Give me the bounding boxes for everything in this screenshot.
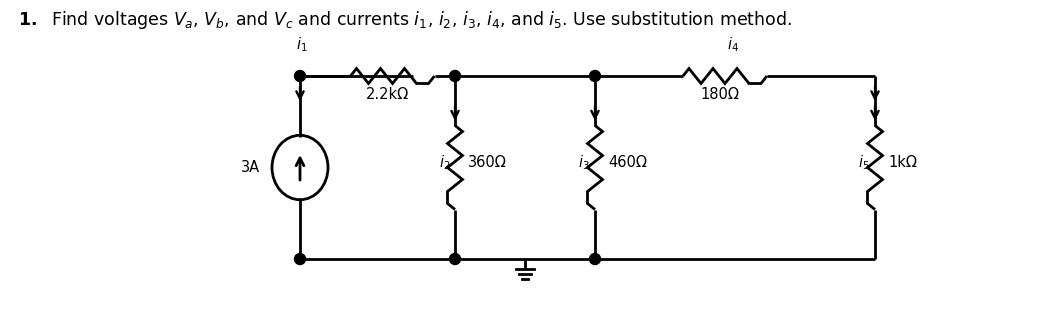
Text: 180Ω: 180Ω	[700, 87, 739, 102]
Circle shape	[589, 254, 601, 264]
Text: $i_4$: $i_4$	[727, 35, 739, 54]
Text: 1kΩ: 1kΩ	[888, 155, 917, 170]
Text: 360Ω: 360Ω	[468, 155, 507, 170]
Text: $i_2$: $i_2$	[439, 153, 450, 172]
Circle shape	[449, 71, 461, 81]
Text: $\mathbf{1.}$  Find voltages $V_a$, $V_b$, and $V_c$ and currents $i_1$, $i_2$, : $\mathbf{1.}$ Find voltages $V_a$, $V_b$…	[18, 9, 792, 31]
Circle shape	[589, 71, 601, 81]
Circle shape	[449, 254, 461, 264]
Text: $i_1$: $i_1$	[296, 35, 308, 54]
Text: $i_5$: $i_5$	[859, 153, 870, 172]
Text: 3A: 3A	[241, 160, 260, 175]
Text: $i_3$: $i_3$	[578, 153, 591, 172]
Text: 2.2kΩ: 2.2kΩ	[366, 87, 409, 102]
Circle shape	[294, 71, 306, 81]
Text: 460Ω: 460Ω	[608, 155, 647, 170]
Circle shape	[294, 254, 306, 264]
